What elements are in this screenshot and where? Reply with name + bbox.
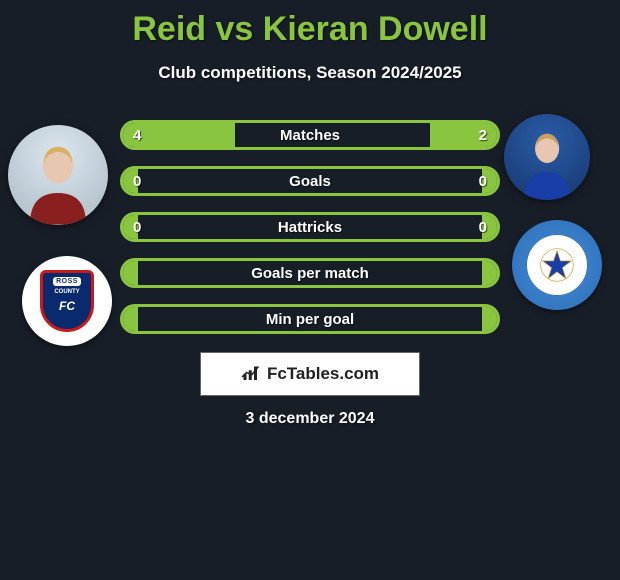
stat-bar: 00Hattricks [120,212,500,242]
club-text-mid: COUNTY [54,289,79,295]
chart-icon [241,365,261,383]
badge-icon [526,234,588,296]
person-icon [517,127,577,200]
page-subtitle: Club competitions, Season 2024/2025 [0,63,620,83]
stat-bar: Min per goal [120,304,500,334]
date-text: 3 december 2024 [0,410,620,428]
left-player-photo [8,125,108,225]
left-club-logo: ROSS COUNTY FC [22,256,112,346]
bar-label: Matches [123,123,497,147]
bar-label: Goals per match [123,261,497,285]
banner-text: FcTables.com [267,364,379,384]
stat-bars: 42Matches 00Goals 00Hattricks Goals per mat… [120,120,500,350]
shield-icon: ROSS COUNTY FC [40,270,94,332]
right-player-photo [504,114,590,200]
stat-bar: 00Goals [120,166,500,196]
club-text-top: ROSS [53,277,81,286]
right-club-logo [512,220,602,310]
stat-bar: 42Matches [120,120,500,150]
comparison-card: Reid vs Kieran Dowell Club competitions,… [0,0,620,580]
bar-label: Min per goal [123,307,497,331]
stat-bar: Goals per match [120,258,500,288]
bar-label: Hattricks [123,215,497,239]
club-text-fc: FC [59,299,75,313]
person-icon [23,140,93,225]
bar-label: Goals [123,169,497,193]
star-icon [540,248,574,282]
source-banner: FcTables.com [200,352,420,396]
page-title: Reid vs Kieran Dowell [0,0,620,49]
